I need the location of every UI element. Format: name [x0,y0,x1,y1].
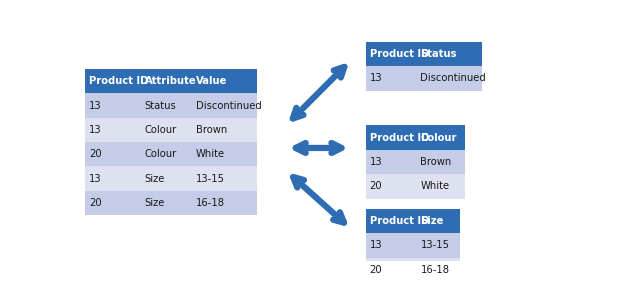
Text: 20: 20 [89,198,102,208]
Text: White: White [195,149,225,159]
Bar [85,118,141,142]
Bar [417,66,482,91]
Bar [366,125,417,150]
Text: 20: 20 [369,265,383,275]
Bar [417,233,460,258]
Text: 16-18: 16-18 [421,265,449,275]
Text: Product ID: Product ID [369,49,429,59]
Bar [417,209,460,233]
Bar [366,258,417,282]
Bar [192,93,257,118]
Text: Colour: Colour [145,125,177,135]
Bar [141,191,192,215]
Text: 13: 13 [89,125,102,135]
Text: Attribute: Attribute [145,76,197,86]
Bar [366,66,417,91]
Text: Value: Value [195,76,227,86]
Text: Colour: Colour [421,133,457,143]
Text: Discontinued: Discontinued [421,74,486,84]
Bar [141,166,192,191]
Bar [85,142,141,166]
Bar [417,258,460,282]
Bar [366,233,417,258]
Text: Brown: Brown [195,125,227,135]
Text: 13-15: 13-15 [421,241,449,251]
Bar [366,209,417,233]
Bar [85,191,141,215]
Text: 13: 13 [89,100,102,110]
Bar [192,142,257,166]
Text: Discontinued: Discontinued [195,100,261,110]
Text: 13: 13 [369,241,383,251]
Text: Product ID: Product ID [369,133,429,143]
Text: 20: 20 [369,181,383,191]
Bar [192,191,257,215]
Bar [141,118,192,142]
Text: 13-15: 13-15 [195,174,225,184]
Bar [366,150,417,174]
Text: Size: Size [145,198,165,208]
Text: 13: 13 [89,174,102,184]
Text: Product ID: Product ID [369,216,429,226]
Bar [85,166,141,191]
Bar [366,42,417,66]
Text: Size: Size [421,216,444,226]
Bar [141,69,192,93]
Text: 13: 13 [369,157,383,167]
Bar [417,42,482,66]
Text: Brown: Brown [421,157,452,167]
Text: 20: 20 [89,149,102,159]
Bar [192,166,257,191]
Text: White: White [421,181,449,191]
Text: Status: Status [421,49,457,59]
Bar [417,174,465,198]
Text: Product ID: Product ID [89,76,149,86]
Bar [192,69,257,93]
Bar [85,69,141,93]
Bar [417,150,465,174]
Bar [141,142,192,166]
Bar [85,93,141,118]
Bar [366,174,417,198]
Bar [192,118,257,142]
Bar [141,93,192,118]
Text: 16-18: 16-18 [195,198,225,208]
Text: Size: Size [145,174,165,184]
Bar [417,125,465,150]
Text: Status: Status [145,100,177,110]
Text: Colour: Colour [145,149,177,159]
Text: 13: 13 [369,74,383,84]
